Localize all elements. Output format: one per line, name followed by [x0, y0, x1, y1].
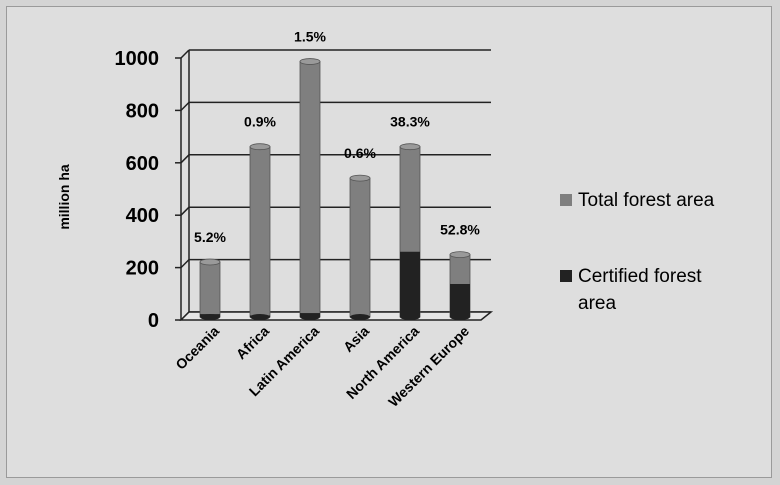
gridline-depth	[180, 101, 190, 111]
bar-certified-western-europe	[450, 283, 470, 317]
bar-total-oceania	[199, 261, 221, 318]
y-axis-label: million ha	[56, 164, 72, 230]
bar-base-africa	[250, 314, 270, 320]
y-tick-label: 1000	[115, 48, 160, 70]
legend-label-certified-1: Certified forest	[578, 266, 702, 287]
bars	[199, 58, 471, 320]
annotation-western-europe: 52.8%	[440, 222, 480, 238]
gridline-depth	[180, 259, 190, 269]
bar-total-africa	[249, 146, 271, 318]
bar-base-latin-america	[300, 314, 320, 320]
annotation-north-america: 38.3%	[390, 114, 430, 130]
bar-top-western-europe	[449, 251, 471, 259]
bar-top-asia	[349, 174, 371, 182]
bar-certified-north-america	[400, 251, 420, 317]
bar-base-western-europe	[450, 314, 470, 320]
labels: 0 200 400 600 800 1000 5.2% Oceania 0.9% Africa 1.…	[115, 29, 481, 410]
legend-swatch-certified	[560, 270, 572, 282]
y-tick-label: 800	[126, 100, 159, 122]
legend: Total forest area Certified forest area	[560, 190, 715, 314]
gridline-depth	[180, 154, 190, 164]
bar-base-oceania	[200, 314, 220, 320]
bar-top-north-america	[399, 143, 421, 151]
bar-top-latin-america	[299, 58, 321, 65]
category-label-asia: Asia	[340, 323, 372, 355]
axes	[175, 50, 494, 321]
forest-area-chart: 0 200 400 600 800 1000 5.2% Oceania 0.9% Africa 1.…	[56, 29, 715, 410]
category-label-oceania: Oceania	[172, 323, 222, 373]
bar-top-oceania	[199, 258, 221, 266]
bar-total-latin-america	[299, 61, 321, 318]
bar-total-asia	[349, 177, 371, 318]
annotation-asia: 0.6%	[344, 145, 376, 161]
category-label-africa: Africa	[233, 323, 273, 363]
bar-top-africa	[249, 143, 271, 151]
chart-frame: 0 200 400 600 800 1000 5.2% Oceania 0.9% Africa 1.…	[6, 6, 772, 478]
legend-swatch-total	[560, 194, 572, 206]
gridline-depth	[180, 49, 190, 59]
bar-base-asia	[350, 314, 370, 320]
y-tick-label: 600	[126, 153, 159, 175]
y-tick-label: 400	[126, 205, 159, 227]
gridlines	[180, 49, 491, 321]
legend-label-total: Total forest area	[578, 190, 715, 211]
y-tick-label: 200	[126, 258, 159, 280]
gridline-depth	[180, 206, 190, 216]
y-tick-label: 0	[148, 310, 159, 332]
bar-base-north-america	[400, 314, 420, 320]
annotation-africa: 0.9%	[244, 114, 276, 130]
annotation-oceania: 5.2%	[194, 229, 226, 245]
floor	[179, 311, 494, 321]
annotation-latin-america: 1.5%	[294, 29, 326, 45]
legend-label-certified-2: area	[578, 293, 616, 314]
